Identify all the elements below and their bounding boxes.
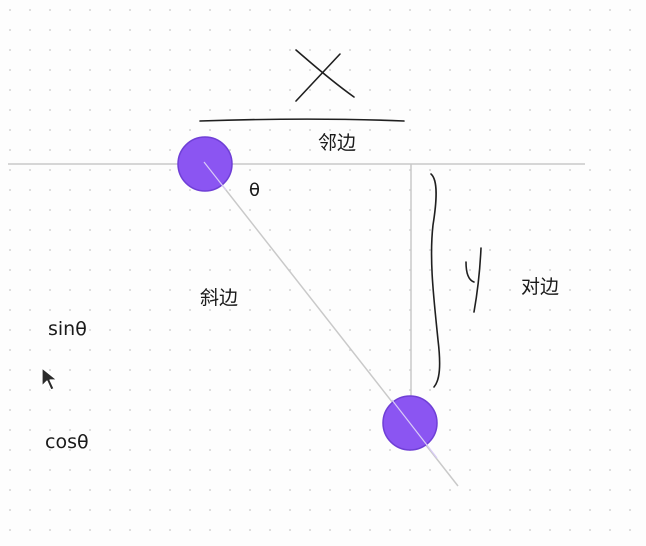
hypotenuse-label: 斜边 [200, 287, 239, 309]
handwritten-underline [199, 118, 405, 122]
handwritten-bracket [430, 173, 441, 388]
handwritten-y-mark [465, 247, 482, 313]
adjacent-label: 邻边 [318, 132, 357, 154]
angle-label: θ [249, 180, 261, 201]
opposite-label: 对边 [521, 276, 560, 298]
hypotenuse-line-overlay [203, 161, 227, 191]
hypotenuse-line-overlay-lower [391, 399, 438, 459]
sin-label: sinθ [48, 318, 87, 340]
mouse-pointer-icon [41, 367, 58, 391]
cos-label: cosθ [45, 431, 89, 453]
handwritten-x-mark [295, 49, 355, 102]
